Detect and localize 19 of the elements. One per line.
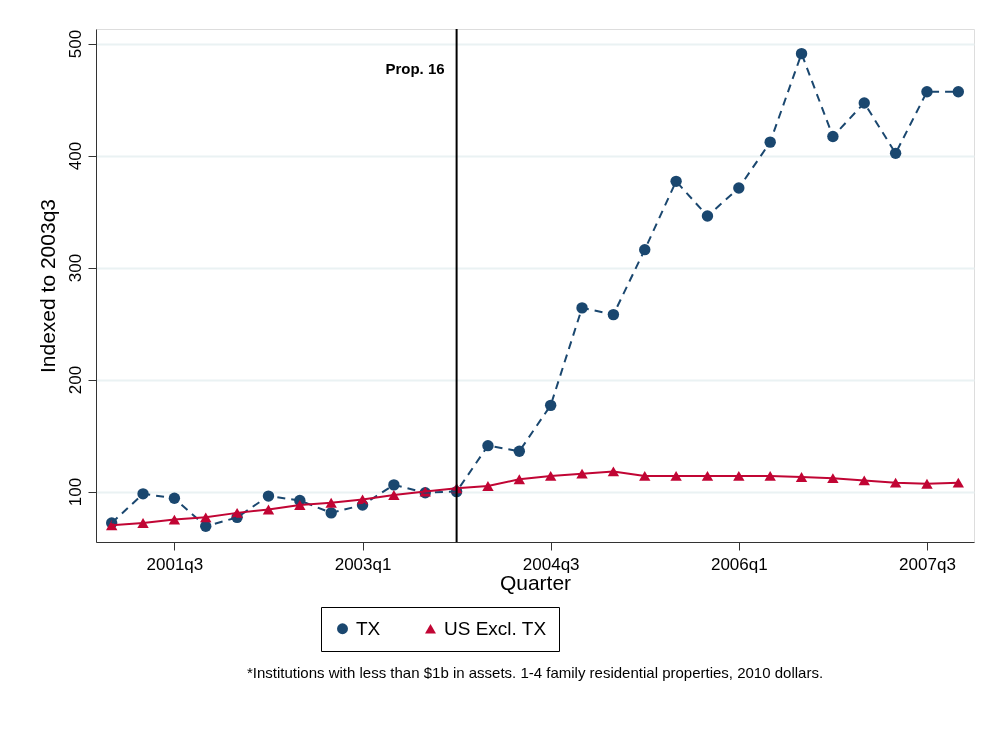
y-tick-label: 400: [65, 141, 85, 171]
y-tick-label: 300: [65, 253, 85, 283]
y-axis-title: Indexed to 2003q3: [35, 199, 59, 373]
point: [952, 86, 965, 98]
point: [513, 445, 526, 457]
y-tick-label: 500: [65, 29, 85, 59]
y-tick-label: 200: [65, 365, 85, 395]
y-tick-label: 100: [65, 477, 85, 507]
legend-label: US Excl. TX: [444, 617, 547, 639]
x-tick-label: 2004q3: [522, 554, 580, 574]
text: *Institutions with less than $1b in assets. 1-4 family residential properties, 2010 dollars.: [246, 663, 824, 681]
point: [889, 477, 902, 488]
x-tick-label: 2001q3: [146, 554, 204, 574]
x-tick-label: 2007q3: [899, 554, 956, 574]
x-tick-label: 2006q1: [710, 554, 768, 574]
legend-label: TX: [356, 617, 381, 639]
point: [952, 477, 965, 488]
x-tick-label: 2003q1: [334, 554, 392, 574]
annotation: Prop. 16: [385, 60, 445, 77]
